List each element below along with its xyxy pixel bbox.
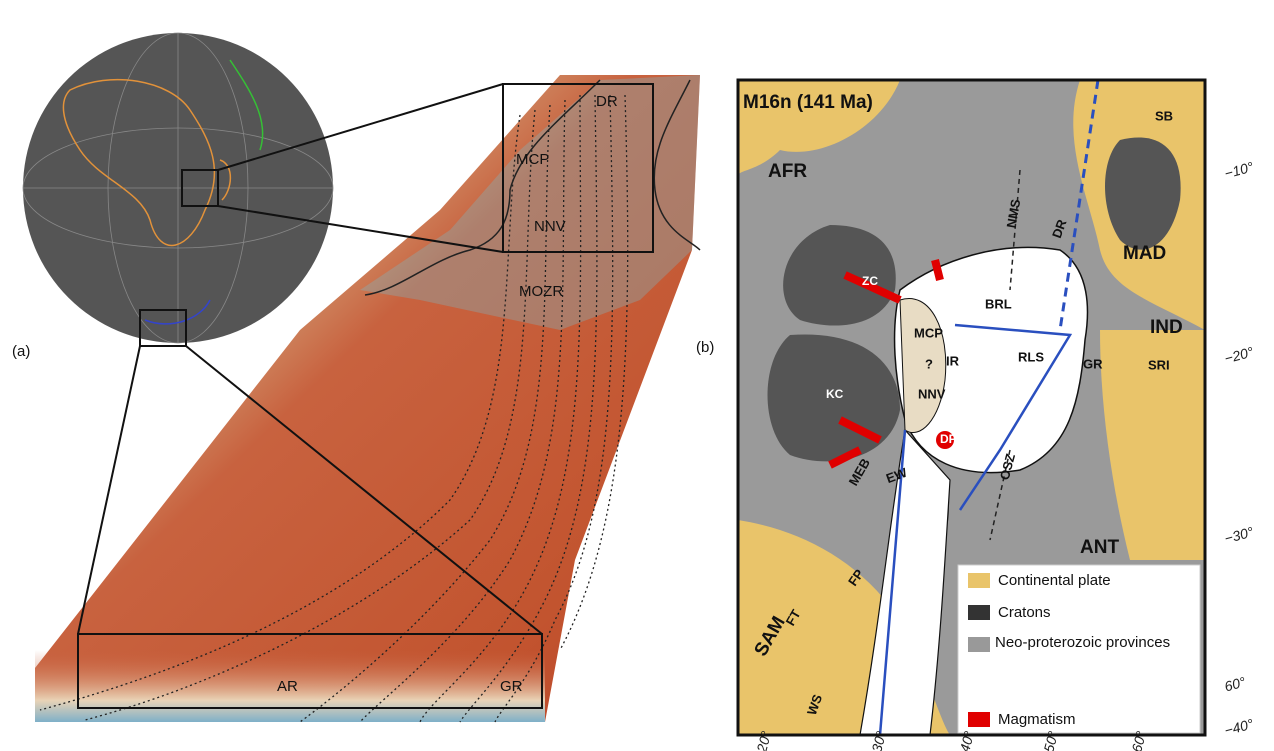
longitude-label: 50° — [1040, 729, 1061, 751]
longitude-label: 30° — [868, 729, 889, 751]
map-label: IND — [1150, 317, 1183, 338]
globe — [22, 32, 543, 635]
map-label: BRL — [985, 296, 1012, 311]
legend-label: Neo-proterozoic provinces — [995, 634, 1171, 651]
map-label: NNV — [534, 218, 566, 235]
map-label: DR — [1049, 217, 1070, 240]
bathymetry-map — [35, 75, 701, 723]
map-label: DP — [940, 432, 957, 446]
latitude-label: −40° — [1223, 715, 1256, 738]
latitude-label: −10° — [1223, 158, 1256, 181]
legend-swatch — [968, 712, 990, 727]
map-label: GR — [1083, 356, 1103, 371]
map-label: MCP — [516, 151, 549, 168]
map-label: RLS — [1018, 349, 1044, 364]
map-label: OSZ — [997, 452, 1018, 482]
longitude-label: 20° — [753, 729, 774, 751]
legend-swatch — [968, 605, 990, 620]
map-label: EW — [884, 465, 909, 487]
latitude-label: −30° — [1223, 523, 1256, 546]
map-label: ANT — [1080, 537, 1119, 558]
map-label: MAD — [1123, 243, 1166, 264]
map-label: ? — [925, 356, 933, 371]
map-label: DR — [596, 93, 618, 110]
map-title: M16n (141 Ma) — [743, 92, 873, 113]
graticule-labels: −10° −20° −30° 60° −40° 20° 30° 40° 50° 60° — [753, 158, 1255, 751]
map-label: WS — [804, 692, 825, 717]
latitude-label: 60° — [1223, 673, 1248, 694]
legend-swatch — [968, 637, 990, 652]
map-label: NNV — [918, 386, 946, 401]
panel-label: (b) — [696, 339, 714, 356]
latitude-label: −20° — [1223, 343, 1256, 366]
map-label: MCP — [914, 325, 943, 340]
map-label: AR — [277, 678, 298, 695]
map-label: FT — [783, 607, 804, 628]
legend-label-box: Neo-proterozoic provinces — [995, 634, 1171, 651]
longitude-label: 60° — [1128, 729, 1149, 751]
map-label: SRI — [1148, 357, 1170, 372]
map-label: GR — [500, 678, 523, 695]
legend-label: Cratons — [998, 604, 1051, 621]
legend-label: Magmatism — [998, 711, 1076, 728]
panel-label: (a) — [12, 343, 30, 360]
map-label: SB — [1155, 108, 1173, 123]
map-label: ZC — [862, 274, 878, 288]
legend-swatch — [968, 573, 990, 588]
reconstruction-map — [736, 78, 1207, 737]
map-label: IR — [946, 353, 960, 368]
left-map-labels: DR MCP NNV MOZR AR GR — [277, 93, 618, 695]
map-label: MOZR — [519, 283, 563, 300]
map-label: NMS — [1004, 198, 1024, 229]
longitude-label: 40° — [956, 729, 977, 751]
map-label: AFR — [768, 161, 807, 182]
map-label: KC — [826, 387, 844, 401]
legend-label: Continental plate — [998, 572, 1111, 589]
map-label: GC — [914, 504, 932, 518]
